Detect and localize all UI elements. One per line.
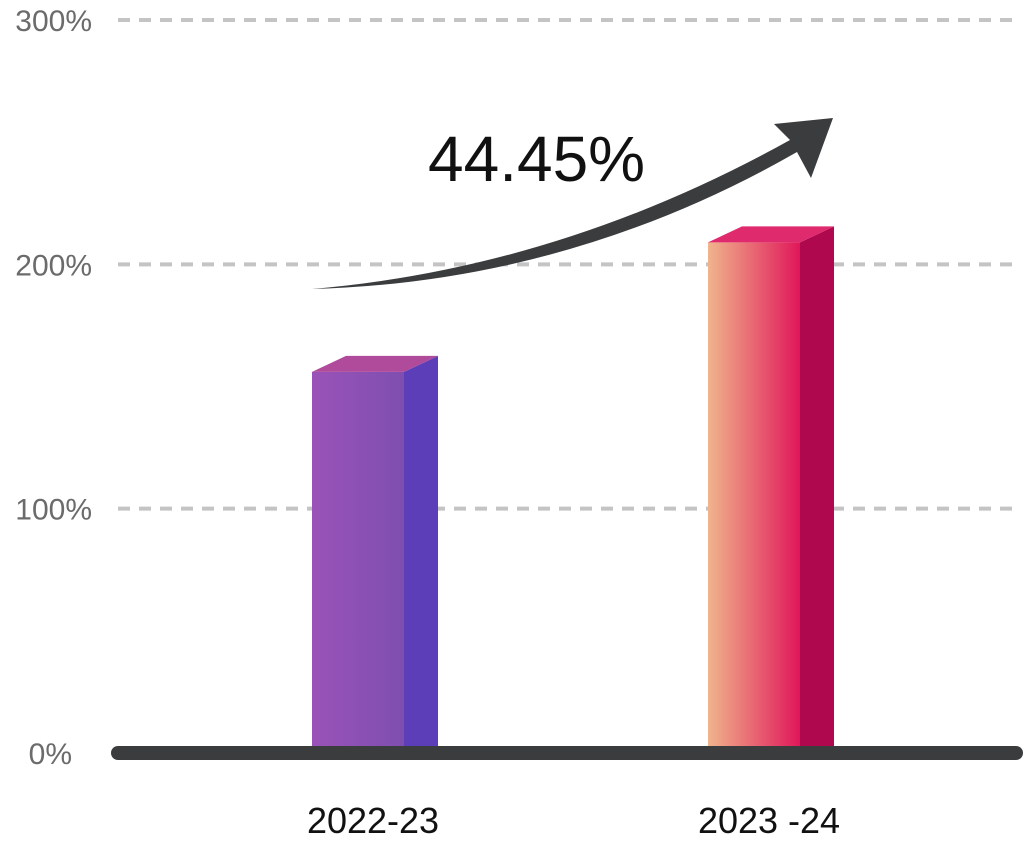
bar-top (708, 226, 834, 243)
bar-side (800, 226, 834, 754)
bar-side (404, 355, 438, 753)
bar-front (708, 242, 800, 754)
growth-annotation: 44.45% (428, 123, 645, 195)
gridlines (118, 18, 1012, 511)
y-tick-label: 0% (29, 738, 72, 771)
bar-top (312, 355, 438, 372)
y-tick-label: 200% (15, 249, 92, 282)
bars (312, 226, 834, 754)
x-axis-labels: 2022-23 2023 -24 (307, 800, 840, 841)
x-category-label: 2022-23 (307, 800, 439, 841)
bar-front (312, 371, 404, 753)
y-tick-label: 300% (15, 5, 92, 38)
x-category-label: 2023 -24 (698, 800, 840, 841)
y-tick-label: 100% (15, 494, 92, 527)
y-axis-ticks: 0% 100% 200% 300% (15, 5, 92, 771)
